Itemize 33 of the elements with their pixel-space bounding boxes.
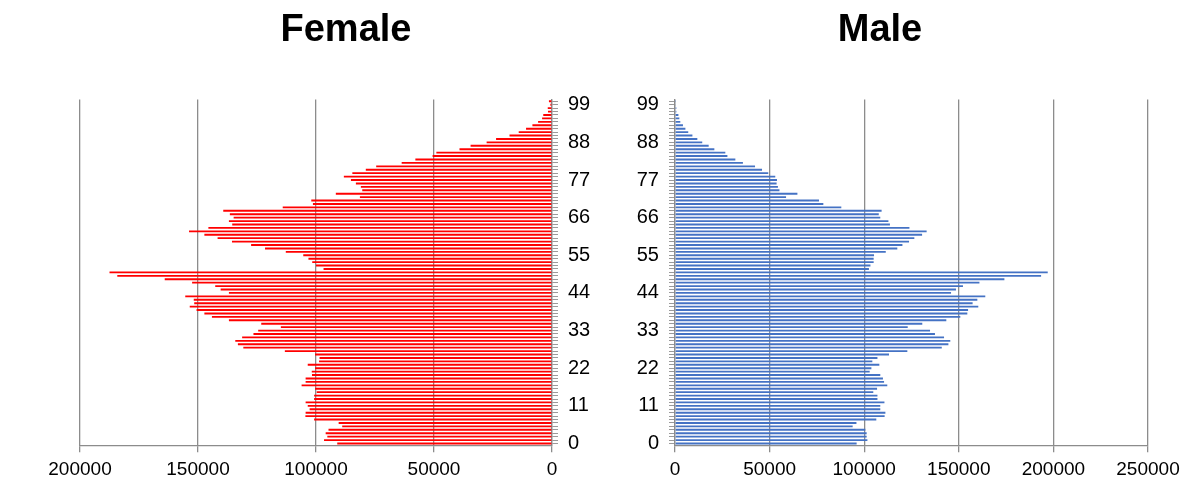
y-tick-label: 55 [636, 242, 659, 265]
y-tick-label: 66 [568, 205, 591, 228]
y-tick-label: 22 [568, 355, 591, 378]
y-tick-label: 44 [568, 280, 591, 303]
y-tick-label: 99 [636, 92, 659, 115]
x-tick-label: 50000 [407, 457, 461, 479]
y-tick-label: 66 [636, 205, 659, 228]
y-tick-label: 77 [636, 167, 659, 190]
x-tick-label: 150000 [166, 457, 230, 479]
y-tick-label: 55 [568, 242, 591, 265]
x-tick-label: 250000 [1116, 457, 1180, 479]
x-tick-label: 50000 [743, 457, 797, 479]
x-tick-label: 200000 [1021, 457, 1086, 479]
y-tick-label: 88 [636, 129, 659, 152]
x-tick-label: 0 [669, 457, 681, 479]
x-tick-label: 0 [546, 457, 558, 479]
y-tick-label: 44 [636, 280, 659, 303]
y-tick-label: 0 [647, 431, 659, 453]
chart-title: Male [837, 7, 923, 50]
y-tick-label: 88 [568, 129, 591, 152]
x-tick-label: 200000 [48, 457, 112, 479]
y-tick-label: 0 [568, 431, 580, 453]
x-tick-label: 100000 [284, 457, 348, 479]
y-tick-label: 22 [636, 355, 659, 378]
y-tick-label: 33 [636, 318, 659, 341]
y-tick-label: 11 [638, 393, 659, 416]
y-tick-label: 11 [568, 393, 589, 416]
chart-title: Female [280, 7, 412, 50]
y-tick-label: 77 [568, 167, 591, 190]
x-tick-label: 100000 [832, 457, 896, 479]
y-tick-label: 99 [568, 92, 591, 115]
x-tick-label: 150000 [927, 457, 991, 479]
y-tick-label: 33 [568, 318, 591, 341]
